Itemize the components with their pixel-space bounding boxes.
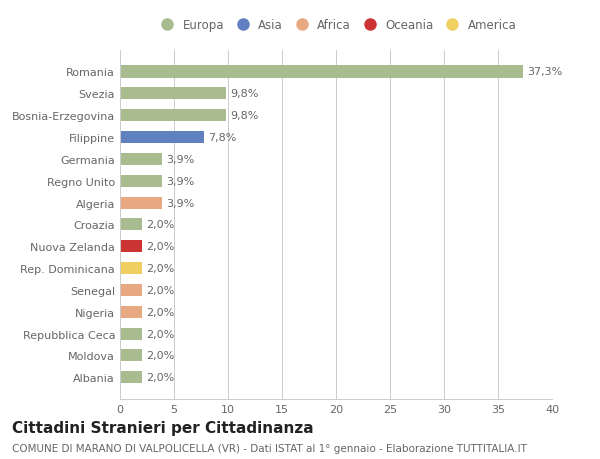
Text: 2,0%: 2,0% <box>146 263 174 274</box>
Bar <box>120 67 523 78</box>
Text: 2,0%: 2,0% <box>146 373 174 382</box>
Text: 7,8%: 7,8% <box>209 133 237 143</box>
Text: 3,9%: 3,9% <box>166 155 194 164</box>
Bar <box>120 241 142 253</box>
Bar <box>120 306 142 318</box>
Bar <box>120 132 204 144</box>
Bar <box>120 263 142 274</box>
Text: 9,8%: 9,8% <box>230 89 259 99</box>
Text: 9,8%: 9,8% <box>230 111 259 121</box>
Text: Cittadini Stranieri per Cittadinanza: Cittadini Stranieri per Cittadinanza <box>12 420 314 435</box>
Text: 2,0%: 2,0% <box>146 329 174 339</box>
Bar <box>120 219 142 231</box>
Text: 2,0%: 2,0% <box>146 307 174 317</box>
Bar <box>120 88 226 100</box>
Text: COMUNE DI MARANO DI VALPOLICELLA (VR) - Dati ISTAT al 1° gennaio - Elaborazione : COMUNE DI MARANO DI VALPOLICELLA (VR) - … <box>12 443 527 453</box>
Text: 2,0%: 2,0% <box>146 351 174 361</box>
Bar <box>120 284 142 297</box>
Text: 2,0%: 2,0% <box>146 242 174 252</box>
Bar <box>120 350 142 362</box>
Legend: Europa, Asia, Africa, Oceania, America: Europa, Asia, Africa, Oceania, America <box>151 15 521 37</box>
Text: 3,9%: 3,9% <box>166 176 194 186</box>
Bar <box>120 175 162 187</box>
Text: 3,9%: 3,9% <box>166 198 194 208</box>
Bar <box>120 328 142 340</box>
Text: 37,3%: 37,3% <box>527 67 562 77</box>
Bar <box>120 153 162 166</box>
Text: 2,0%: 2,0% <box>146 285 174 295</box>
Bar <box>120 110 226 122</box>
Bar <box>120 371 142 383</box>
Bar <box>120 197 162 209</box>
Text: 2,0%: 2,0% <box>146 220 174 230</box>
